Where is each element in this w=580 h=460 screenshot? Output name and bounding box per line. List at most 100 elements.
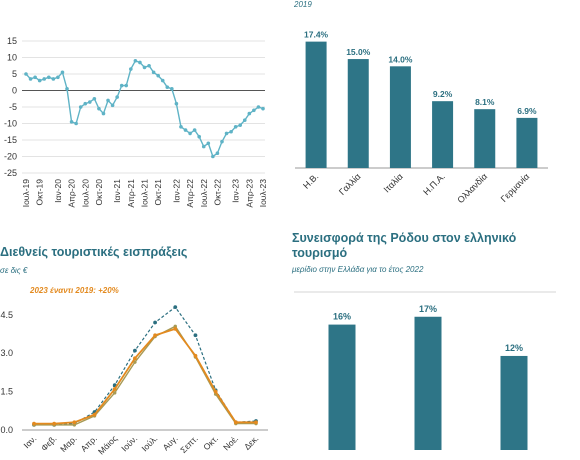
rhodes-bar-chart: 16% 17% 12% <box>294 291 556 450</box>
x-tick-label: Ιούλ. <box>139 433 159 453</box>
y-tick-label: 15 <box>7 36 17 46</box>
x-tick-label: Η.Π.Α. <box>421 171 447 197</box>
x-tick-label: Ιουλ-23 <box>258 179 268 208</box>
data-point <box>72 420 77 425</box>
data-point <box>115 95 119 99</box>
x-tick-label: Ολλανδία <box>455 171 489 205</box>
data-point <box>24 72 28 76</box>
x-tick-label: Γαλλία <box>337 171 363 197</box>
x-tick-label: Αυγ. <box>161 433 180 452</box>
data-point <box>46 75 51 80</box>
x-tick-label: Ιουλ-21 <box>140 179 150 208</box>
data-point <box>238 123 243 127</box>
data-point <box>74 121 78 126</box>
data-label: 9.2% <box>433 89 453 99</box>
data-point <box>51 77 56 81</box>
data-point <box>52 421 57 426</box>
x-tick-label: Γερμανία <box>499 171 532 204</box>
bar <box>516 117 538 168</box>
data-point <box>224 131 229 136</box>
receipts-annotation: 2023 έναντι 2019: +20% <box>30 286 119 295</box>
data-point <box>124 83 129 88</box>
data-label: 17.4% <box>304 30 329 40</box>
y-tick-label: 0 <box>12 86 17 96</box>
series-line <box>34 306 257 426</box>
y-tick-label: 5 <box>12 69 17 79</box>
bar <box>474 109 496 168</box>
data-point <box>119 83 124 88</box>
data-point <box>56 75 60 80</box>
bar <box>328 324 356 450</box>
bar <box>347 59 369 169</box>
data-point <box>33 75 37 80</box>
data-point <box>133 348 137 353</box>
data-point <box>65 87 69 91</box>
y-tick-label: -20 <box>4 152 17 162</box>
x-tick-label: Η.Β. <box>301 171 320 190</box>
receipts-title: Διεθνείς τουριστικές εισπράξεις <box>0 245 188 259</box>
bar <box>389 66 411 168</box>
data-point <box>42 77 47 81</box>
data-point <box>233 420 238 425</box>
x-tick-label: Ιούν. <box>119 433 139 453</box>
receipts-unit-label: σε δις € <box>0 266 28 275</box>
data-point <box>92 96 97 101</box>
series-line <box>34 325 256 426</box>
x-tick-label: Οκτ-20 <box>94 179 104 206</box>
data-point <box>188 131 192 136</box>
data-point <box>179 125 183 129</box>
data-point <box>72 423 77 427</box>
bar <box>432 101 454 168</box>
data-point <box>220 139 224 144</box>
y-tick-label: 0.0 <box>0 425 13 435</box>
x-tick-label: Ιουλ-20 <box>80 179 90 208</box>
data-point <box>252 108 256 113</box>
data-point <box>28 77 33 81</box>
y-tick-label: -10 <box>4 119 17 129</box>
data-point <box>173 305 178 310</box>
data-point <box>83 101 88 106</box>
data-point <box>201 144 206 149</box>
y-tick-label: 1.5 <box>0 387 13 397</box>
x-tick-label: Ιουλ-22 <box>199 179 209 208</box>
data-point <box>37 78 42 83</box>
series-line <box>25 59 264 158</box>
data-point <box>261 106 265 111</box>
data-point <box>193 333 198 338</box>
data-point <box>106 98 110 103</box>
data-point <box>229 129 233 134</box>
index-line-chart: 15 10 5 0 -5 -10 -15 -20 -25 Ιουλ-19 Οκτ-19 Ιαν-20 Α… <box>4 36 268 208</box>
data-point <box>151 70 156 75</box>
data-point <box>192 128 197 132</box>
data-point <box>110 103 115 108</box>
y-tick-label: 10 <box>7 53 17 63</box>
x-tick-label: Απρ-21 <box>126 179 136 208</box>
x-tick-label: Ιαν-20 <box>53 179 63 203</box>
x-tick-label: Ιαν. <box>22 433 39 450</box>
data-point <box>160 78 165 83</box>
data-point <box>174 101 179 106</box>
countries-subtitle: 2019 <box>294 0 312 9</box>
data-point <box>60 70 65 75</box>
x-tick-label: Απρ-23 <box>244 179 254 208</box>
x-tick-label: Απρ-20 <box>67 179 77 208</box>
y-tick-label: -15 <box>4 135 17 145</box>
data-point <box>97 106 101 111</box>
data-point <box>156 73 160 78</box>
bar <box>500 355 528 450</box>
data-label: 8.1% <box>475 97 495 107</box>
series-line <box>34 327 256 425</box>
data-point <box>153 320 157 325</box>
x-tick-label: Ιαν-23 <box>231 179 241 203</box>
data-label: 16% <box>333 312 351 322</box>
data-point <box>247 111 252 116</box>
y-tick-label: 4.5 <box>0 310 13 320</box>
data-point <box>193 353 198 358</box>
countries-bar-chart: 17.4% Η.Β. 15.0% Γαλλία 14.0% Ιταλία 9.2% Η.Π.Α… <box>295 30 548 205</box>
data-point <box>113 391 117 395</box>
data-point <box>101 111 106 116</box>
data-point <box>197 134 201 139</box>
data-point <box>112 387 117 391</box>
data-point <box>256 105 261 109</box>
